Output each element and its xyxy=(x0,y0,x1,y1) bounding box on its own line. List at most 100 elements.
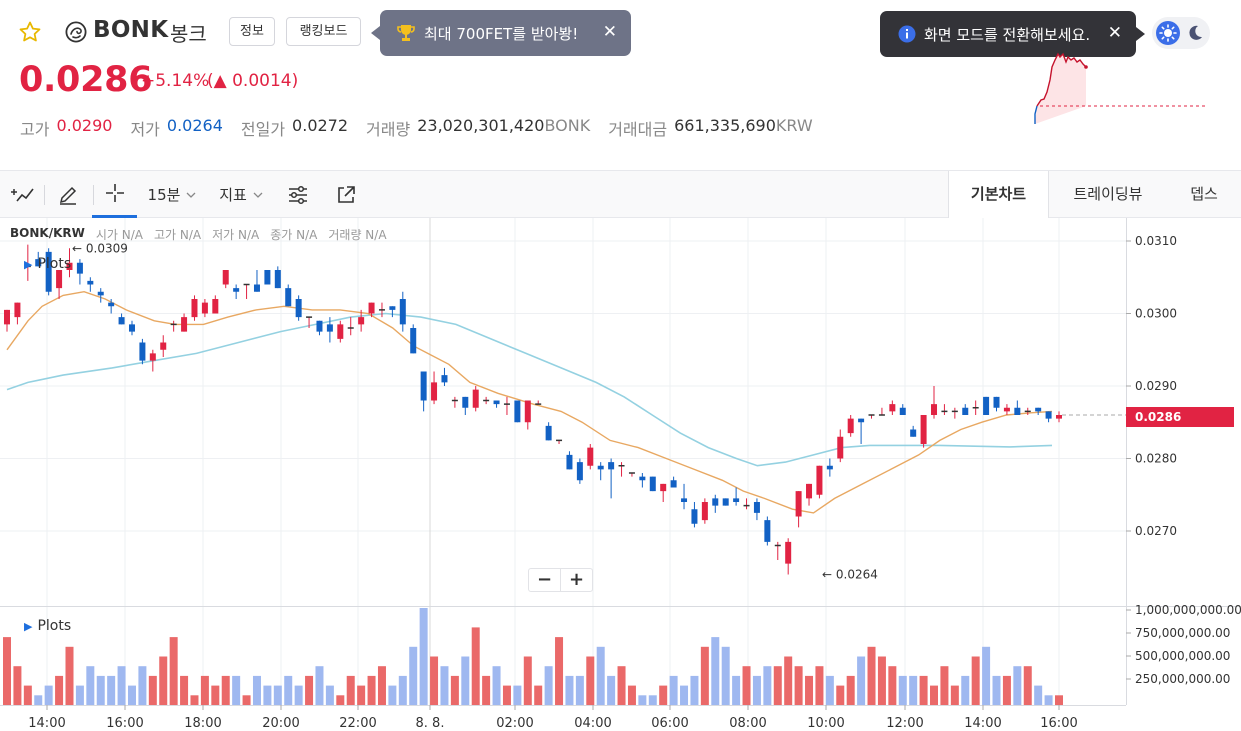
volume-bar-up xyxy=(482,675,491,705)
time-axis-label: 10:00 xyxy=(807,716,844,731)
current-price: 0.0286 xyxy=(19,60,153,100)
add-indicator-line-icon[interactable] xyxy=(4,171,40,218)
tab-basic-chart[interactable]: 기본차트 xyxy=(948,171,1049,219)
zoom-out-button[interactable]: − xyxy=(529,569,561,591)
candle-body-doji xyxy=(24,265,31,268)
volume-bar-up xyxy=(773,666,782,705)
candle-body-up xyxy=(337,324,344,339)
volume-bar-down xyxy=(898,675,907,705)
price-axis-label: 0.0300 xyxy=(1135,307,1177,321)
chart-canvas[interactable]: 0.0310 0.0300 0.0290 0.0280 0.0270 1,000,000,… xyxy=(0,218,1241,731)
volume-bar-down xyxy=(752,675,761,705)
stat-value: 0.0272 xyxy=(292,116,349,135)
candle-body-up xyxy=(66,262,73,270)
volume-bar-down xyxy=(596,646,605,705)
stat-label: 고가 xyxy=(20,120,50,139)
volume-bar-up xyxy=(13,666,22,705)
volume-plots-toggle[interactable]: ▶ Plots xyxy=(24,618,71,634)
volume-bar-down xyxy=(648,695,657,705)
legend-low: 저가 N/A xyxy=(212,228,260,242)
zoom-control[interactable]: − + xyxy=(528,568,593,592)
candle-body-down xyxy=(597,465,604,470)
candle-body-down xyxy=(118,317,125,325)
volume-bar-up xyxy=(180,675,189,705)
candle-body-down xyxy=(441,375,448,383)
candle-body-doji xyxy=(941,410,948,413)
volume-bar-up xyxy=(846,675,855,705)
volume-bar-down xyxy=(107,675,116,705)
legend-close: 종가 N/A xyxy=(270,228,318,242)
event-toast-text: 최대 700FET를 받아봥! xyxy=(424,24,579,43)
ranking-board-button[interactable]: 랭킹보드 xyxy=(286,17,361,46)
toolbar-divider xyxy=(44,185,45,205)
candle-body-down xyxy=(128,324,135,332)
volume-bar-up xyxy=(815,666,824,705)
candle-body-down xyxy=(993,396,1000,408)
volume-bar-down xyxy=(982,646,991,705)
legend-symbol: BONK/KRW xyxy=(10,226,85,240)
plots-label: Plots xyxy=(37,618,72,634)
indicator-select[interactable]: 지표 xyxy=(212,171,272,218)
volume-bar-up xyxy=(784,656,793,705)
zoom-in-button[interactable]: + xyxy=(568,569,585,590)
open-new-window-icon[interactable] xyxy=(328,171,364,218)
theme-mode-toggle[interactable] xyxy=(1152,17,1210,49)
dark-mode-moon-icon[interactable] xyxy=(1185,23,1205,43)
volume-bar-up xyxy=(1002,675,1011,705)
indicator-select-label: 지표 xyxy=(219,186,247,204)
candle-body-up xyxy=(785,541,792,564)
candle-body-down xyxy=(514,400,521,423)
candle-body-down xyxy=(399,299,406,325)
volume-bar-down xyxy=(398,675,407,705)
mode-toast[interactable]: 화면 모드를 전환해보세요. ✕ xyxy=(880,11,1145,57)
volume-bar-down xyxy=(294,685,303,705)
candlestick-chart[interactable]: 0.0310 0.0300 0.0290 0.0280 0.0270 1,000,000,… xyxy=(0,218,1241,731)
interval-select[interactable]: 15분 xyxy=(143,171,203,218)
volume-bar-down xyxy=(440,666,449,705)
favorite-star-icon[interactable] xyxy=(18,20,42,44)
volume-bar-down xyxy=(96,675,105,705)
stat-item: 전일가 0.0272 xyxy=(241,116,348,140)
price-plots-toggle[interactable]: ▶ Plots xyxy=(24,256,71,272)
candle-body-doji xyxy=(347,327,354,329)
candle-body-down xyxy=(691,509,698,524)
volume-bar-down xyxy=(607,675,616,705)
price-change-rate: +5.14% xyxy=(141,71,210,91)
info-button[interactable]: 정보 xyxy=(229,17,275,46)
candle-body-down xyxy=(253,284,260,292)
candle-body-doji xyxy=(556,439,563,442)
volume-bar-down xyxy=(1013,666,1022,705)
event-toast[interactable]: 최대 700FET를 받아봥! ✕ xyxy=(371,10,631,56)
candle-body-down xyxy=(295,299,302,318)
volume-bar-down xyxy=(669,675,678,705)
volume-bar-down xyxy=(325,685,334,705)
low-price-marker: ← 0.0264 xyxy=(822,568,878,582)
candle-body-up xyxy=(212,299,219,314)
tab-tradingview[interactable]: 트레이딩뷰 xyxy=(1073,185,1143,203)
candle-body-down xyxy=(45,251,52,292)
volume-bar-up xyxy=(346,675,355,705)
volume-bar-down xyxy=(1044,695,1053,705)
volume-bar-down xyxy=(575,675,584,705)
crosshair-icon[interactable] xyxy=(92,171,137,218)
candle-body-doji xyxy=(378,309,385,311)
volume-bar-up xyxy=(555,637,564,705)
tab-depth[interactable]: 뎁스 xyxy=(1190,185,1218,203)
candle-body-up xyxy=(56,270,63,289)
candle-body-down xyxy=(1035,407,1042,412)
candle-body-doji xyxy=(503,403,510,405)
drawing-pencil-icon[interactable] xyxy=(50,171,86,218)
light-mode-sun-icon[interactable] xyxy=(1156,21,1180,45)
candle-body-doji xyxy=(628,472,635,474)
stat-unit: BONK xyxy=(544,116,591,135)
event-toast-close-icon[interactable]: ✕ xyxy=(602,22,617,42)
candle-body-down xyxy=(76,262,83,274)
time-axis-label: 14:00 xyxy=(964,716,1001,731)
info-icon xyxy=(898,25,916,43)
candle-body-doji xyxy=(170,323,177,326)
volume-bar-up xyxy=(502,685,511,705)
mode-toast-close-icon[interactable]: ✕ xyxy=(1107,23,1122,43)
volume-bar-down xyxy=(1034,685,1043,705)
volume-bar-down xyxy=(284,675,293,705)
settings-sliders-icon[interactable] xyxy=(280,171,316,218)
